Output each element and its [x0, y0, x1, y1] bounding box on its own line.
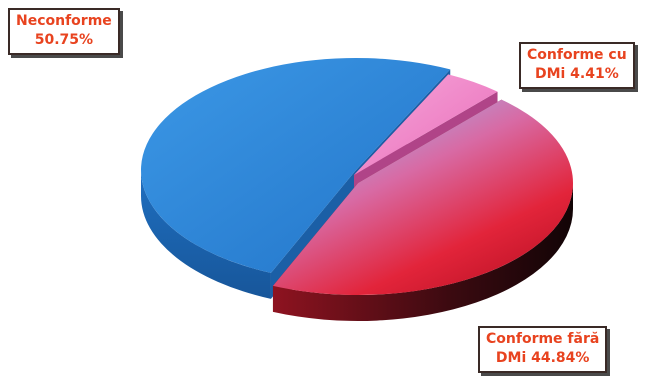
slice-label-neconforme: Neconforme 50.75%	[8, 8, 120, 55]
slice-label-text: Conforme cu	[527, 47, 627, 63]
slice-value-text: DMi 44.84%	[495, 350, 590, 366]
slice-label-conforme-cu-dmi: Conforme cu DMi 4.41%	[519, 42, 635, 89]
slice-value-text: 50.75%	[34, 32, 94, 48]
slice-label-conforme-fara-dmi: Conforme fără DMi 44.84%	[478, 326, 608, 373]
slice-label-text: Neconforme	[16, 13, 112, 29]
slice-label-text: Conforme fără	[486, 331, 600, 347]
slice-conforme-fara-dmi	[272, 99, 574, 321]
slice-value-text: DMi 4.41%	[534, 66, 619, 82]
